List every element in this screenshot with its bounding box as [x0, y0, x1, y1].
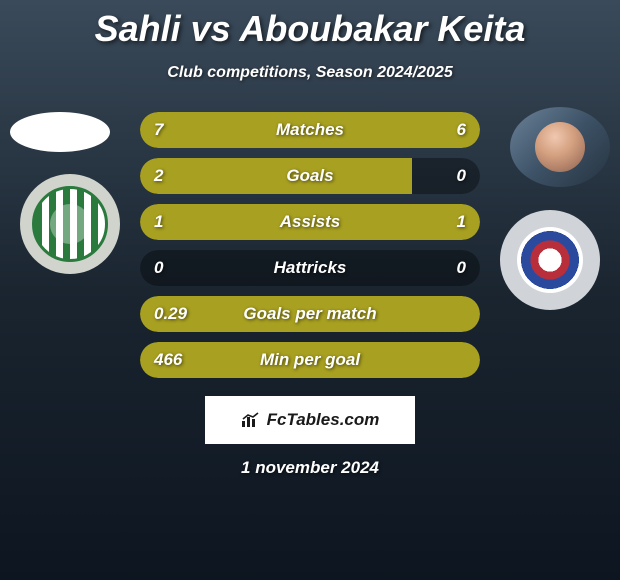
stat-value-right: 1 — [457, 212, 466, 232]
player-right-avatar — [510, 107, 610, 187]
player-right-face — [535, 122, 585, 172]
brand-label: FcTables.com — [267, 410, 380, 430]
player-left-avatar — [10, 112, 110, 152]
stat-label: Matches — [140, 120, 480, 140]
subtitle: Club competitions, Season 2024/2025 — [0, 64, 620, 82]
stat-label: Goals — [140, 166, 480, 186]
stat-label: Hattricks — [140, 258, 480, 278]
date-label: 1 november 2024 — [0, 458, 620, 478]
stat-value-right: 6 — [457, 120, 466, 140]
stat-row: Min per goal466 — [140, 342, 480, 378]
club-right-crest — [517, 227, 583, 293]
brand-box[interactable]: FcTables.com — [205, 396, 415, 444]
stat-value-right: 0 — [457, 258, 466, 278]
stat-label: Min per goal — [140, 350, 480, 370]
club-right-badge — [500, 210, 600, 310]
content-area: Matches76Goals20Assists11Hattricks00Goal… — [0, 112, 620, 388]
stat-row: Goals per match0.29 — [140, 296, 480, 332]
stat-label: Assists — [140, 212, 480, 232]
stat-value-left: 0 — [154, 258, 163, 278]
stat-row: Hattricks0 0 — [140, 250, 480, 286]
club-left-badge — [20, 174, 120, 274]
page-title: Sahli vs Aboubakar Keita — [0, 0, 620, 50]
stat-label: Goals per match — [140, 304, 480, 324]
stat-row: Matches7 6 — [140, 112, 480, 148]
stat-value-left: 466 — [154, 350, 182, 370]
stats-list: Matches76Goals20Assists11Hattricks00Goal… — [140, 112, 480, 388]
stat-value-right: 0 — [457, 166, 466, 186]
stat-value-left: 0.29 — [154, 304, 187, 324]
stat-value-left: 1 — [154, 212, 163, 232]
club-left-crest — [32, 186, 108, 262]
stat-value-left: 7 — [154, 120, 163, 140]
stat-value-left: 2 — [154, 166, 163, 186]
stat-row: Goals2 0 — [140, 158, 480, 194]
stat-row: Assists1 1 — [140, 204, 480, 240]
chart-icon — [241, 412, 261, 428]
